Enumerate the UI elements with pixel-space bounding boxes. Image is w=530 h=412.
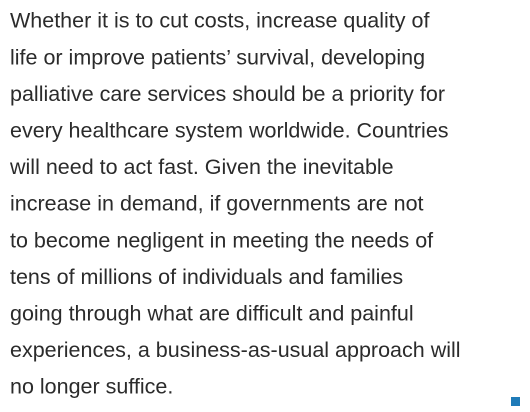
end-mark <box>511 397 520 406</box>
text-line: Whether it is to cut costs, increase qua… <box>10 9 429 33</box>
text-line: palliative care services should be a pri… <box>10 82 445 106</box>
text-line: going through what are difficult and pai… <box>10 301 414 325</box>
text-line: will need to act fast. Given the inevita… <box>9 155 394 179</box>
text-line: life or improve patients’ survival, deve… <box>10 45 425 69</box>
text-line: tens of millions of individuals and fami… <box>10 265 403 289</box>
text-line: to become negligent in meeting the needs… <box>10 228 433 252</box>
text-line: every healthcare system worldwide. Count… <box>10 118 449 142</box>
text-line: increase in demand, if governments are n… <box>10 192 424 216</box>
text-line: no longer suffice. <box>10 375 173 399</box>
text-line: experiences, a business-as-usual approac… <box>10 338 461 362</box>
